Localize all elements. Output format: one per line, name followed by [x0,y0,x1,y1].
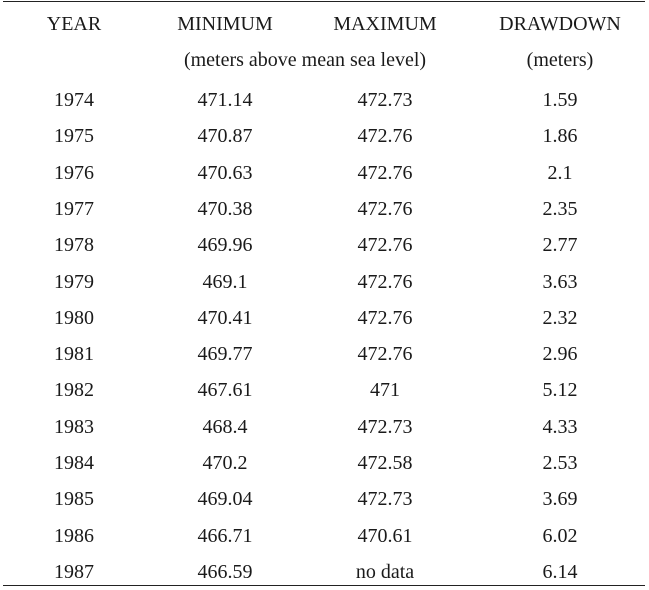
cell-minimum: 470.38 [197,197,253,220]
cell-year: 1986 [54,524,94,547]
table-row: 1985 469.04 472.73 3.69 [0,481,649,517]
cell-drawdown: 4.33 [542,415,578,438]
table-row: 1986 466.71 470.61 6.02 [0,518,649,554]
cell-drawdown: 2.35 [542,197,578,220]
table-units-row: (meters above mean sea level) (meters) [0,42,649,78]
cell-drawdown: 2.96 [542,343,578,366]
cell-drawdown: 5.12 [542,379,578,402]
cell-minimum: 467.61 [197,379,253,402]
cell-minimum: 470.2 [202,452,248,474]
cell-year: 1974 [54,89,94,111]
table-row: 1979 469.1 472.76 3.63 [0,264,649,300]
cell-maximum: no data [355,560,415,583]
cell-minimum: 470.41 [197,306,253,329]
table-row: 1984 470.2 472.58 2.53 [0,445,649,481]
cell-maximum: 472.73 [357,89,413,111]
cell-maximum: 471 [370,379,400,402]
table-row: 1977 470.38 472.76 2.35 [0,191,649,227]
table-row: 1983 468.4 472.73 4.33 [0,409,649,445]
cell-maximum: 472.76 [357,306,413,329]
cell-year: 1980 [54,306,94,329]
cell-drawdown: 3.63 [542,270,578,293]
cell-maximum: 472.76 [357,161,413,184]
cell-maximum: 470.61 [357,524,413,547]
cell-year: 1987 [54,560,94,583]
cell-year: 1981 [54,343,94,366]
cell-year: 1976 [54,161,94,184]
table-row: 1981 469.77 472.76 2.96 [0,336,649,372]
cell-minimum: 469.77 [197,343,253,366]
table-row: 1980 470.41 472.76 2.32 [0,300,649,336]
cell-minimum: 469.1 [202,270,248,293]
cell-year: 1985 [54,488,94,511]
cell-maximum: 472.76 [357,343,413,366]
table-row: 1974 471.14 472.73 1.59 [0,82,649,118]
cell-year: 1982 [54,379,94,402]
table-header-row: YEAR MINIMUM MAXIMUM DRAWDOWN [0,6,649,42]
cell-drawdown: 3.69 [542,488,578,511]
units-elevation: (meters above mean sea level) [183,49,427,71]
cell-minimum: 469.04 [197,488,253,511]
cell-maximum: 472.76 [357,125,413,148]
cell-year: 1984 [54,452,94,474]
cell-drawdown: 2.32 [542,306,578,329]
header-drawdown: DRAWDOWN [499,13,621,35]
cell-drawdown: 1.86 [542,125,578,148]
table-bottom-rule [3,585,645,586]
cell-minimum: 466.59 [197,560,253,583]
cell-maximum: 472.58 [357,452,413,474]
table-row: 1987 466.59 no data 6.14 [0,554,649,590]
cell-minimum: 470.63 [197,161,253,184]
header-minimum: MINIMUM [177,13,273,35]
header-year: YEAR [46,13,102,35]
cell-minimum: 471.14 [197,89,253,111]
cell-minimum: 466.71 [197,524,253,547]
table-row: 1975 470.87 472.76 1.86 [0,118,649,154]
units-drawdown: (meters) [526,49,594,71]
cell-maximum: 472.73 [357,415,413,438]
header-maximum: MAXIMUM [333,13,437,35]
table-row: 1978 469.96 472.76 2.77 [0,227,649,263]
table-row: 1976 470.63 472.76 2.1 [0,155,649,191]
cell-drawdown: 2.1 [547,161,573,184]
table-top-rule [3,1,645,2]
cell-minimum: 468.4 [202,415,248,438]
cell-year: 1979 [54,270,94,293]
cell-minimum: 470.87 [197,125,253,148]
cell-drawdown: 1.59 [542,89,578,111]
cell-drawdown: 6.14 [542,560,578,583]
cell-minimum: 469.96 [197,234,253,257]
cell-year: 1983 [54,415,94,438]
cell-maximum: 472.76 [357,270,413,293]
table-row: 1982 467.61 471 5.12 [0,372,649,408]
cell-drawdown: 2.77 [542,234,578,257]
cell-year: 1977 [54,197,94,220]
cell-drawdown: 6.02 [542,524,578,547]
cell-maximum: 472.73 [357,488,413,511]
cell-year: 1975 [54,125,94,148]
cell-maximum: 472.76 [357,234,413,257]
cell-year: 1978 [54,234,94,257]
cell-drawdown: 2.53 [542,452,578,474]
cell-maximum: 472.76 [357,197,413,220]
